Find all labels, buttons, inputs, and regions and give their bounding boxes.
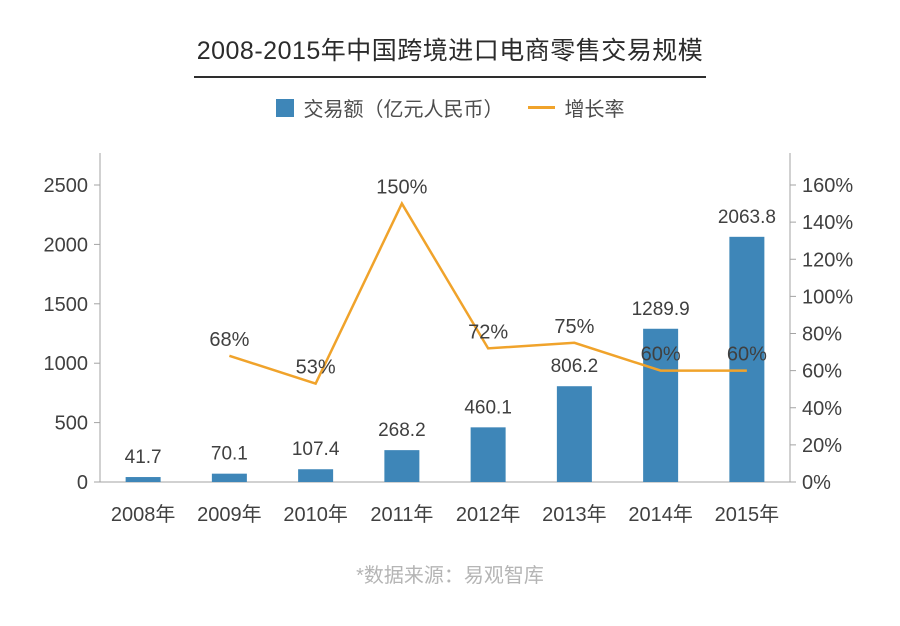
left-axis-tick-label: 0 <box>77 472 88 494</box>
legend: 交易额（亿元人民币） 增长率 <box>0 93 900 122</box>
x-axis-category-label: 2012年 <box>456 503 521 526</box>
bar-value-label: 1289.9 <box>632 299 690 320</box>
right-axis-tick-label: 160% <box>802 175 853 197</box>
bar-value-label: 41.7 <box>125 447 162 468</box>
line-series-swatch-icon <box>527 106 555 109</box>
right-axis-tick-label: 0% <box>802 472 831 494</box>
left-axis-tick-label: 2500 <box>44 175 89 197</box>
line-series-legend-label: 增长率 <box>564 99 625 121</box>
growth-value-label: 68% <box>209 329 249 351</box>
growth-value-label: 60% <box>727 344 767 366</box>
left-axis-tick-label: 1000 <box>44 353 89 375</box>
x-axis-category-label: 2011年 <box>370 503 433 526</box>
x-axis-category-label: 2014年 <box>628 503 693 526</box>
bar <box>125 477 161 482</box>
growth-value-label: 150% <box>376 177 427 199</box>
right-axis-tick-label: 40% <box>802 398 842 420</box>
growth-value-label: 53% <box>296 357 336 379</box>
bar <box>470 427 506 482</box>
bar-value-label: 107.4 <box>292 439 340 460</box>
chart-title: 2008-2015年中国跨境进口电商零售交易规模 <box>193 31 707 78</box>
x-axis-category-label: 2015年 <box>715 503 780 526</box>
right-axis-tick-label: 100% <box>802 286 853 308</box>
bar <box>211 473 247 482</box>
right-axis-tick-label: 80% <box>802 324 842 346</box>
x-axis-category-label: 2009年 <box>197 503 262 526</box>
left-axis-tick-label: 500 <box>55 413 88 435</box>
growth-value-label: 72% <box>468 321 508 343</box>
x-axis-category-label: 2010年 <box>283 503 348 526</box>
right-axis-tick-label: 140% <box>802 212 853 234</box>
left-axis-tick-label: 1500 <box>44 294 89 316</box>
bar <box>729 236 765 482</box>
x-axis-category-label: 2013年 <box>542 503 607 526</box>
bar <box>556 386 592 482</box>
source-note: *数据来源：易观智库 <box>356 565 544 587</box>
bar-value-label: 70.1 <box>211 444 248 465</box>
bar <box>298 469 334 482</box>
bar <box>643 328 679 482</box>
title-row: 2008-2015年中国跨境进口电商零售交易规模 <box>0 31 900 78</box>
right-axis-tick-label: 120% <box>802 249 853 271</box>
growth-line <box>228 200 747 386</box>
growth-value-label: 60% <box>641 344 681 366</box>
x-axis-category-label: 2008年 <box>111 503 176 526</box>
bar-value-label: 806.2 <box>551 356 599 377</box>
left-axis-tick-label: 2000 <box>44 234 89 256</box>
bar-value-label: 2063.8 <box>718 207 776 228</box>
bar-series-swatch-icon <box>275 98 294 117</box>
bar-value-label: 460.1 <box>464 397 512 418</box>
bar-value-label: 268.2 <box>378 420 426 441</box>
right-axis-tick-label: 20% <box>802 435 842 457</box>
bar-series-legend-label: 交易额（亿元人民币） <box>303 99 504 121</box>
right-axis-tick-label: 60% <box>802 361 842 383</box>
growth-value-label: 75% <box>554 316 594 338</box>
bar <box>384 450 420 482</box>
